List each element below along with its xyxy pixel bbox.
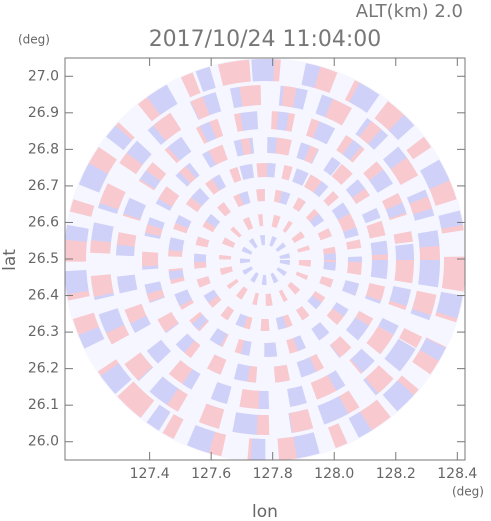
y-tick-label: 26.2: [28, 361, 59, 377]
y-tick-label: 26.7: [28, 178, 59, 194]
y-tick-label: 26.5: [28, 251, 59, 267]
y-unit: (deg): [18, 33, 50, 47]
y-tick-label: 26.0: [28, 434, 59, 450]
y-axis-label: lat: [0, 249, 20, 271]
y-tick-label: 26.9: [28, 105, 59, 121]
x-axis-label: lon: [252, 502, 278, 521]
y-tick-label: 26.6: [28, 214, 59, 230]
x-tick-label: 128.4: [437, 466, 477, 482]
y-tick-label: 26.3: [28, 324, 59, 340]
y-tick-label: 26.1: [28, 397, 59, 413]
chart-title: 2017/10/24 11:04:00: [149, 27, 382, 52]
altitude-label: ALT(km) 2.0: [356, 1, 463, 22]
y-tick-label: 26.4: [28, 288, 59, 304]
x-tick-label: 127.8: [253, 466, 293, 482]
x-unit: (deg): [452, 485, 484, 499]
x-tick-label: 128.2: [376, 466, 416, 482]
radar-field: [65, 58, 465, 460]
y-tick-label: 26.8: [28, 141, 59, 157]
x-tick-label: 128.0: [314, 466, 354, 482]
x-tick-label: 127.6: [191, 466, 231, 482]
y-tick-label: 27.0: [28, 68, 59, 84]
x-tick-label: 127.4: [130, 466, 170, 482]
